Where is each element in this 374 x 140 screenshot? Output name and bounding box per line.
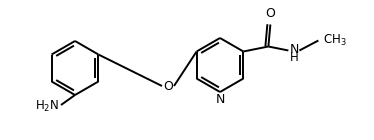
- Text: CH$_3$: CH$_3$: [324, 33, 347, 48]
- Text: N: N: [290, 43, 299, 56]
- Text: N: N: [215, 93, 225, 106]
- Text: H: H: [290, 51, 299, 64]
- Text: O: O: [163, 80, 173, 93]
- Text: O: O: [266, 6, 275, 19]
- Text: H$_2$N: H$_2$N: [35, 98, 59, 114]
